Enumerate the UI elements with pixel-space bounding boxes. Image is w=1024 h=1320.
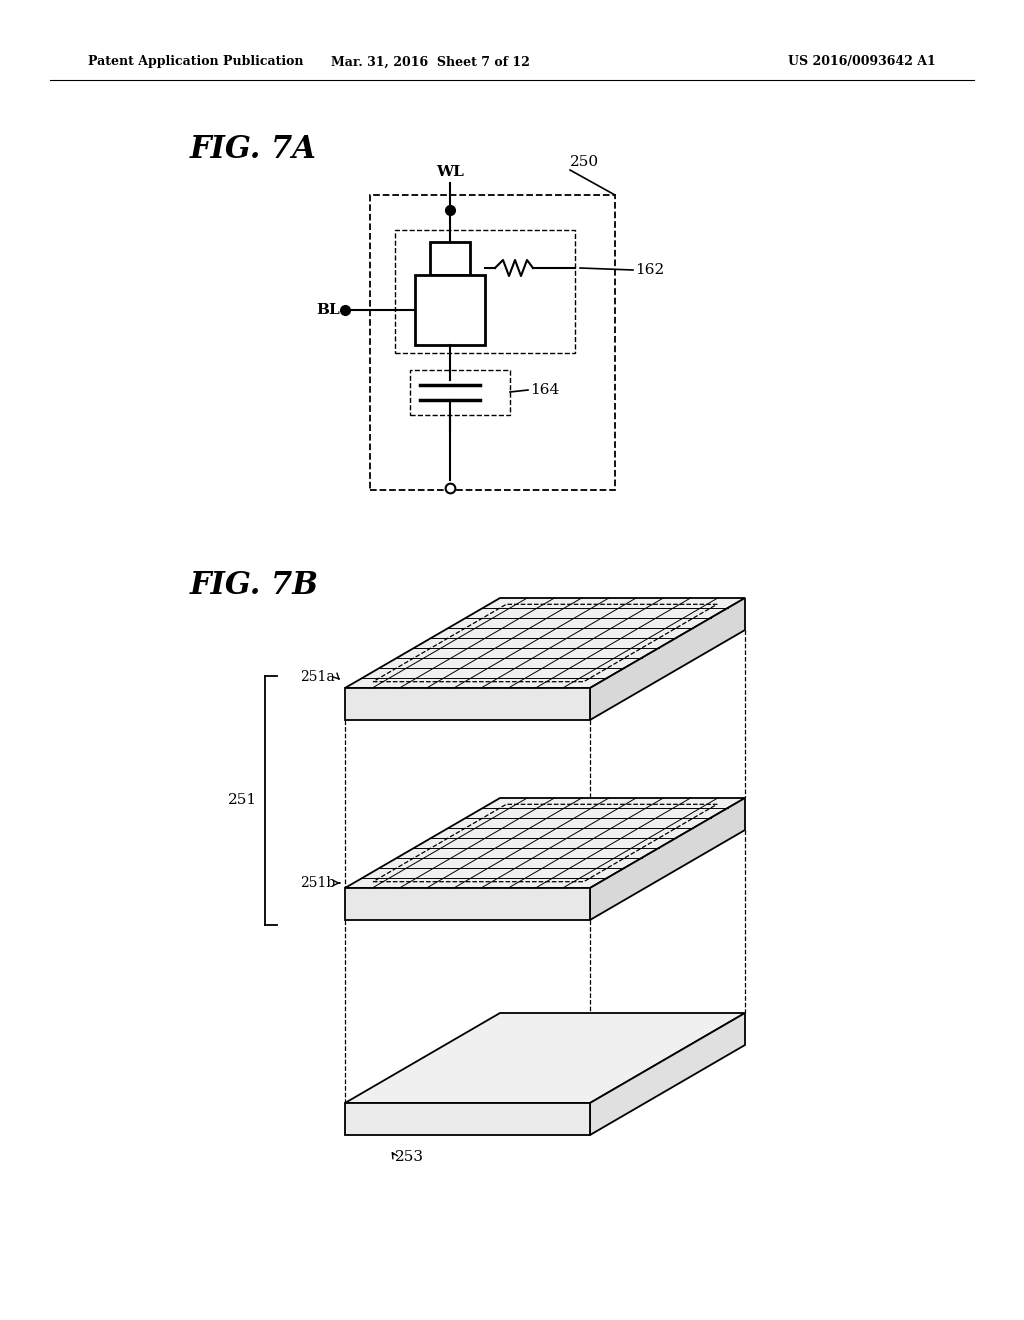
Polygon shape (345, 598, 745, 688)
Text: BL: BL (316, 304, 340, 317)
Text: 251b: 251b (300, 876, 335, 890)
Text: 251: 251 (228, 793, 257, 808)
Polygon shape (345, 1104, 590, 1135)
Text: US 2016/0093642 A1: US 2016/0093642 A1 (788, 55, 936, 69)
Bar (395, 230, 575, 352)
Text: 251a: 251a (300, 671, 335, 684)
Bar (430, 242, 470, 275)
Polygon shape (345, 1012, 745, 1104)
Text: Patent Application Publication: Patent Application Publication (88, 55, 303, 69)
Text: FIG. 7A: FIG. 7A (190, 135, 316, 165)
Text: 253: 253 (395, 1150, 424, 1164)
Bar (410, 370, 510, 414)
Polygon shape (590, 1012, 745, 1135)
Polygon shape (345, 688, 590, 719)
Text: 164: 164 (530, 383, 559, 397)
Text: FIG. 7B: FIG. 7B (190, 569, 319, 601)
Polygon shape (345, 799, 745, 888)
Bar (370, 195, 615, 490)
Polygon shape (590, 799, 745, 920)
Polygon shape (345, 888, 590, 920)
Text: 162: 162 (635, 263, 665, 277)
Text: WL: WL (436, 165, 464, 180)
Text: 250: 250 (570, 154, 599, 169)
Text: Mar. 31, 2016  Sheet 7 of 12: Mar. 31, 2016 Sheet 7 of 12 (331, 55, 529, 69)
Bar (415, 275, 485, 345)
Polygon shape (590, 598, 745, 719)
